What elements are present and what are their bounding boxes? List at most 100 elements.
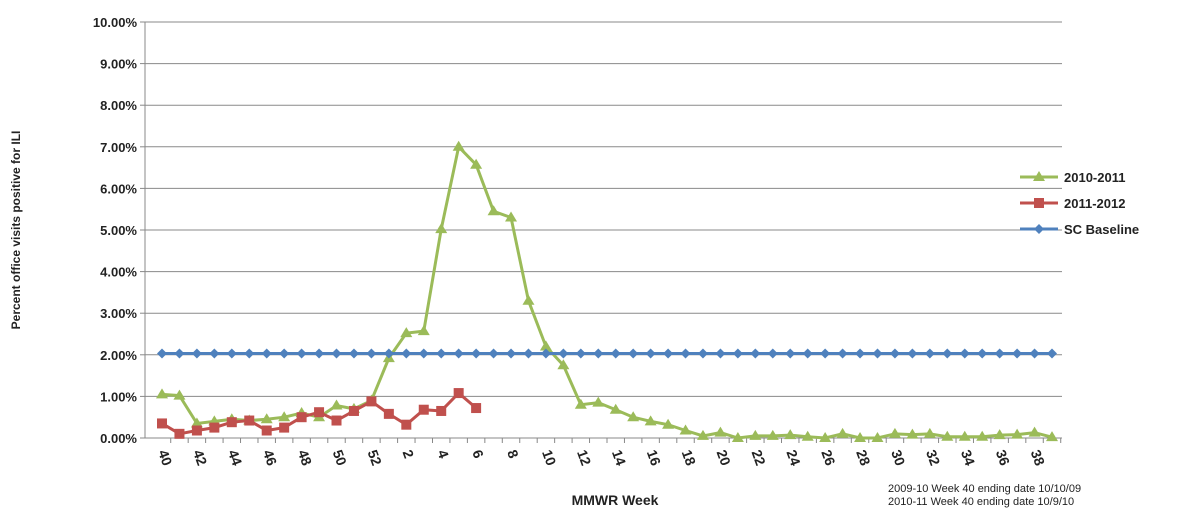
x-tick-label: 40 xyxy=(155,448,175,468)
x-tick-label: 42 xyxy=(190,448,210,468)
y-tick-label: 9.00% xyxy=(100,57,137,72)
marker xyxy=(941,430,954,441)
marker xyxy=(173,389,186,400)
marker xyxy=(470,158,483,169)
x-tick-label: 10 xyxy=(539,448,559,468)
marker xyxy=(209,422,220,433)
marker xyxy=(1047,348,1057,359)
marker xyxy=(855,348,866,359)
marker xyxy=(157,418,167,429)
marker xyxy=(505,211,518,222)
x-tick-label: 14 xyxy=(609,448,629,468)
marker xyxy=(209,348,220,359)
marker xyxy=(627,411,640,422)
marker xyxy=(331,348,342,359)
y-tick-label: 8.00% xyxy=(100,98,137,113)
marker xyxy=(418,404,429,415)
marker xyxy=(993,429,1006,440)
marker xyxy=(958,430,971,441)
marker xyxy=(417,325,430,336)
x-tick-label: 26 xyxy=(818,448,838,468)
marker xyxy=(889,348,900,359)
y-tick-label: 1.00% xyxy=(100,389,137,404)
marker xyxy=(401,419,412,430)
x-tick-label: 46 xyxy=(260,448,280,468)
marker xyxy=(610,348,621,359)
x-axis-title: MMWR Week xyxy=(572,492,659,508)
marker xyxy=(522,294,535,305)
marker xyxy=(680,348,691,359)
marker xyxy=(471,403,482,414)
marker xyxy=(191,425,202,436)
y-tick-label: 10.00% xyxy=(93,15,138,30)
marker xyxy=(749,429,762,440)
x-tick-label: 8 xyxy=(504,448,522,461)
x-tick-label: 6 xyxy=(469,448,487,461)
marker xyxy=(190,417,203,428)
marker xyxy=(383,348,394,359)
marker xyxy=(331,415,342,426)
marker xyxy=(296,348,307,359)
marker xyxy=(453,348,464,359)
x-tick-label: 32 xyxy=(923,448,943,468)
marker xyxy=(278,411,291,422)
x-tick-label: 18 xyxy=(679,448,699,468)
marker xyxy=(644,415,657,426)
marker xyxy=(436,348,447,359)
marker xyxy=(1028,426,1041,437)
marker xyxy=(785,348,796,359)
marker xyxy=(244,348,255,359)
marker xyxy=(872,348,883,359)
x-tick-label: 28 xyxy=(853,448,873,468)
marker xyxy=(907,348,918,359)
x-tick-label: 12 xyxy=(574,448,594,468)
marker xyxy=(628,348,639,359)
marker xyxy=(1012,348,1023,359)
series-line xyxy=(161,143,1053,440)
marker xyxy=(1034,224,1044,234)
marker xyxy=(366,396,377,407)
marker xyxy=(487,205,500,216)
marker xyxy=(191,348,202,359)
x-tick-label: 24 xyxy=(783,448,803,468)
footnote: 2009-10 Week 40 ending date 10/10/09 xyxy=(888,483,1081,495)
marker xyxy=(348,348,359,359)
marker xyxy=(348,405,359,416)
marker xyxy=(871,432,884,442)
marker xyxy=(836,427,849,438)
footnote: 2010-11 Week 40 ending date 10/9/10 xyxy=(888,496,1074,508)
marker xyxy=(418,348,429,359)
marker xyxy=(436,405,447,416)
y-tick-label: 4.00% xyxy=(100,265,137,280)
marker xyxy=(715,348,726,359)
marker xyxy=(244,415,255,426)
marker xyxy=(750,348,761,359)
marker xyxy=(453,388,464,399)
marker xyxy=(260,413,273,424)
x-tick-label: 16 xyxy=(644,448,664,468)
marker xyxy=(854,432,867,442)
marker xyxy=(1033,171,1045,181)
marker xyxy=(663,348,674,359)
marker xyxy=(679,424,692,435)
marker xyxy=(923,427,936,438)
marker xyxy=(714,426,727,437)
marker xyxy=(820,348,831,359)
marker xyxy=(261,425,272,436)
x-tick-label: 36 xyxy=(993,448,1013,468)
marker xyxy=(732,348,743,359)
marker xyxy=(366,348,377,359)
marker xyxy=(226,348,237,359)
marker xyxy=(557,359,570,370)
marker xyxy=(801,430,814,441)
marker xyxy=(977,348,988,359)
marker xyxy=(942,348,953,359)
y-tick-label: 2.00% xyxy=(100,348,137,363)
marker xyxy=(662,418,675,429)
marker xyxy=(174,348,185,359)
x-tick-label: 20 xyxy=(714,448,734,468)
x-tick-label: 22 xyxy=(749,448,769,468)
marker xyxy=(279,348,290,359)
x-tick-label: 38 xyxy=(1028,448,1048,468)
